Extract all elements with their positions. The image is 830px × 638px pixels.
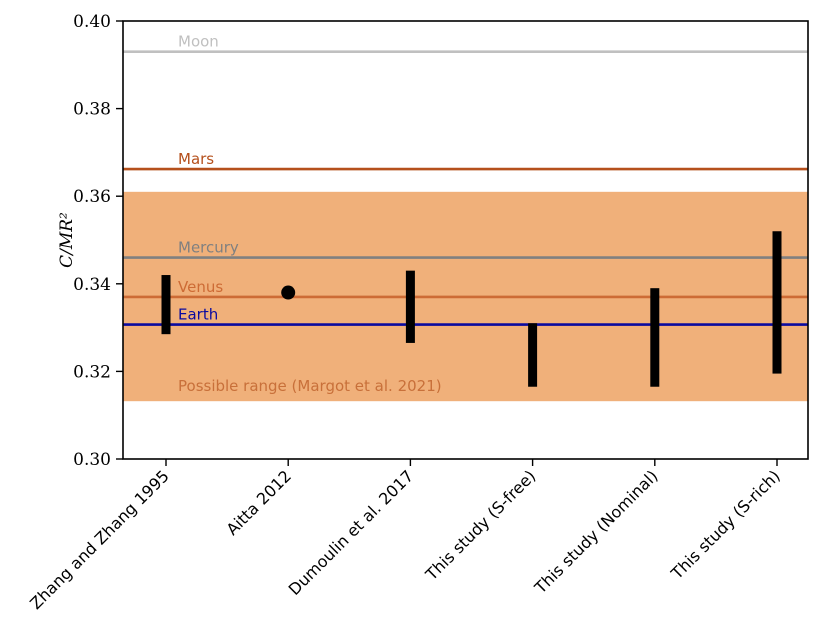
range-bar-zhang-and-zhang-1995	[161, 275, 171, 335]
ref-label-venus: Venus	[178, 278, 223, 296]
y-tick-label: 0.32	[73, 362, 111, 382]
point-aitta-2012	[281, 285, 296, 300]
range-bar-dumoulin-et-al-2017	[405, 270, 415, 343]
range-bar-this-study-s-rich-	[772, 231, 782, 374]
y-tick-label: 0.36	[73, 187, 111, 207]
y-tick-label: 0.38	[73, 100, 111, 120]
x-tick-label: This study (S-free)	[421, 466, 539, 584]
axes-frame	[122, 20, 809, 460]
range-bar-this-study-s-free-	[528, 323, 538, 387]
data-marks-layer	[161, 231, 782, 387]
y-tick-label: 0.30	[73, 450, 111, 470]
ref-label-mars: Mars	[178, 150, 214, 168]
y-tick-label: 0.34	[73, 275, 111, 295]
x-tick-label: This study (S-rich)	[667, 466, 784, 583]
possible-range-band-label: Possible range (Margot et al. 2021)	[178, 377, 442, 395]
y-tick-label: 0.40	[73, 12, 111, 32]
ref-label-earth: Earth	[178, 306, 218, 324]
reference-lines-layer: Moon Mars Mercury Venus Earth	[123, 33, 808, 326]
x-tick-label: Zhang and Zhang 1995	[26, 466, 173, 613]
x-tick-label: This study (Nominal)	[530, 466, 661, 597]
x-tick-label: Aitta 2012	[223, 466, 296, 539]
y-axis-label: C/MR²	[57, 212, 77, 268]
y-axis-ticks: 0.30 0.32 0.34 0.36 0.38 0.40	[73, 12, 123, 470]
ref-label-moon: Moon	[178, 33, 219, 51]
x-tick-label: Dumoulin et al. 2017	[285, 466, 418, 599]
range-bar-this-study-nominal-	[650, 288, 660, 387]
ref-label-mercury: Mercury	[178, 239, 239, 257]
